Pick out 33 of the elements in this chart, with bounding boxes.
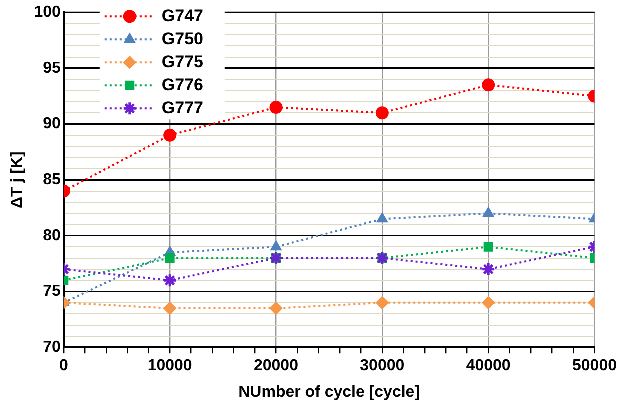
y-tick-label: 80	[43, 227, 61, 244]
point	[268, 251, 284, 266]
point	[376, 106, 389, 120]
y-tick-label: 95	[43, 60, 61, 77]
point	[270, 302, 283, 316]
x-tick-label: 10000	[148, 358, 192, 375]
point	[270, 240, 282, 251]
y-tick-label: 100	[34, 4, 61, 22]
y-tick-label: 70	[43, 339, 61, 356]
point	[481, 262, 496, 277]
x-tick-label: 40000	[466, 358, 511, 375]
y-tick-label: 85	[43, 172, 61, 189]
x-tick-label: 30000	[360, 358, 405, 375]
legend-label: G747	[162, 6, 204, 26]
point	[376, 296, 389, 310]
point	[270, 101, 283, 114]
y-tick-label: 75	[43, 283, 61, 300]
point	[164, 128, 177, 142]
legend-label: G776	[162, 75, 204, 94]
x-tick-label: 20000	[254, 358, 299, 375]
x-axis-title: NUmber of cycle [cycle]	[238, 384, 420, 401]
point	[482, 207, 494, 218]
legend-label: G750	[162, 29, 204, 48]
point	[162, 273, 178, 288]
legend-label: G775	[162, 52, 204, 72]
x-tick-label: 0	[59, 358, 68, 375]
legend-label: G777	[162, 98, 204, 118]
point	[376, 212, 388, 223]
point	[375, 251, 390, 266]
y-axis-title: ΔT j [K]	[9, 152, 26, 209]
x-tick-label: 50000	[572, 358, 618, 375]
y-tick-label: 90	[43, 116, 61, 133]
point	[164, 302, 177, 316]
